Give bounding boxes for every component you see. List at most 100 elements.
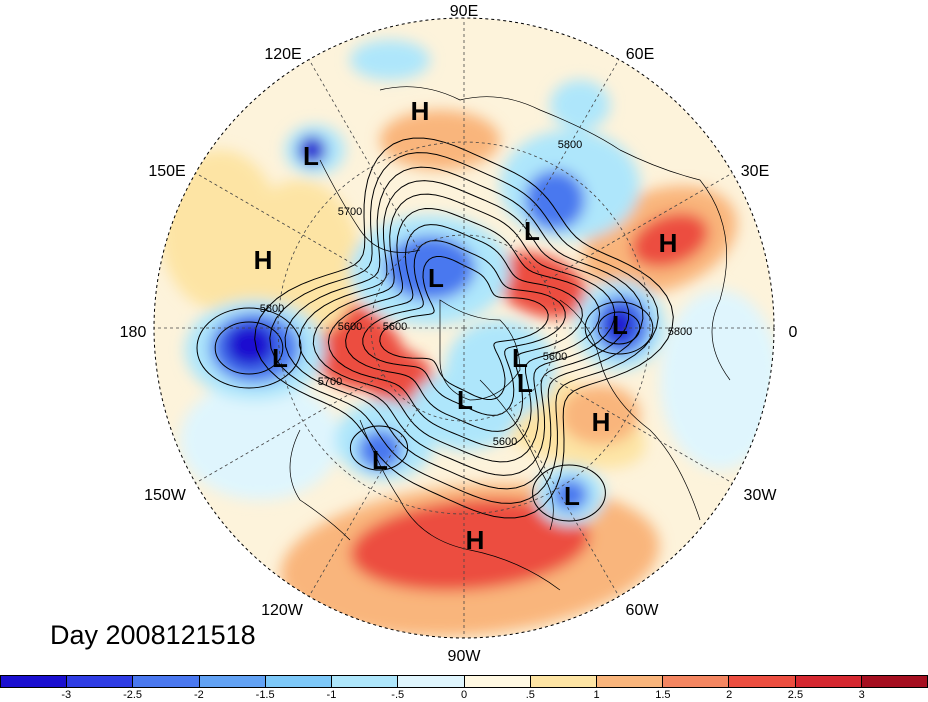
longitude-label: 90W [448,648,482,665]
anomaly-blob [552,479,588,511]
meridian-line [510,408,620,597]
longitude-label: 30E [741,163,769,180]
coastline [479,379,554,531]
meridian-line [544,374,733,484]
anomaly-blob [160,150,280,310]
contour-value-label: 5800 [260,303,284,315]
height-contour [597,311,641,345]
colorbar-tick-label: -3 [61,689,72,701]
longitude-label: 150E [148,163,185,180]
low-pressure-center: L [303,141,319,171]
anomaly-blob [380,110,500,170]
meridian-line [308,59,418,248]
anomaly-blob [660,290,774,470]
colorbar-swatch [67,676,134,687]
anomaly-blob [606,307,634,343]
height-contour [214,321,284,375]
high-pressure-center: H [659,228,678,258]
low-pressure-center: L [612,310,628,340]
high-pressure-center: H [592,407,611,437]
low-pressure-center: L [428,263,444,293]
contour-value-label: 5600 [338,321,362,333]
colorbar [0,675,928,688]
longitude-label: 60E [626,46,654,63]
colorbar-swatch [663,676,730,687]
coastline [619,149,731,381]
meridian-line [510,59,620,248]
longitude-label: 150W [144,487,187,504]
longitude-label: 120E [264,46,301,63]
contour-value-label: 5700 [338,206,362,218]
colorbar-tick-label: 1 [593,689,600,701]
anomaly-blob [525,170,585,230]
colorbar-tick-label: -2.5 [123,689,143,701]
colorbar-tick-label: 2 [726,689,733,701]
colorbar-tick-label: 0 [460,689,468,701]
low-pressure-center: L [272,343,288,373]
colorbar-swatch [861,676,928,687]
colorbar-swatch [398,676,465,687]
longitude-label: 120W [261,602,304,619]
meridian-line [195,374,384,484]
colorbar-swatch [596,676,664,687]
coastline [359,419,561,591]
colorbar-swatch [729,676,796,687]
anomaly-blob [298,136,326,164]
anomaly-blob [350,498,590,592]
height-contour [196,307,302,389]
longitude-label: 180 [120,324,147,341]
map-boundary [153,17,775,639]
longitude-label: 60W [626,602,660,619]
anomaly-blob [410,370,520,450]
colorbar-tick-label: 3 [858,689,865,701]
low-pressure-center: L [457,385,473,415]
colorbar-tick-label: -.5 [391,689,405,701]
colorbar-tick-labels: -3 -2.5 -2 -1.5 -1 -.5 0 .5 1 1.5 2 2.5 3 [0,689,928,702]
meridian-line [544,172,733,282]
low-pressure-center: L [517,368,533,398]
height-contour [532,464,606,522]
low-pressure-center: L [524,216,540,246]
colorbar-tick-label: 2.5 [787,689,804,701]
low-pressure-center: L [372,445,388,475]
colorbar-swatch [133,676,200,687]
anomaly-blob [350,40,430,80]
contour-value-label: 5800 [558,139,582,151]
anomaly-field [154,18,774,638]
anomaly-blob [358,430,402,470]
high-pressure-center: H [411,96,430,126]
meridian-line [308,408,418,597]
anomaly-blob [550,80,610,130]
longitude-label: 0 [789,324,798,341]
contour-value-label: 5600 [543,351,567,363]
colorbar-swatch [265,676,333,687]
coastline [439,299,521,401]
colorbar-tick-label: -1 [326,689,337,701]
high-pressure-center: H [254,245,273,275]
colorbar-tick-label: -2 [193,689,204,701]
colorbar-tick-label: .5 [525,689,535,701]
anomaly-blob [560,385,640,445]
coastline [289,429,351,541]
anomaly-blob [491,252,589,318]
height-contour [379,256,549,400]
colorbar-swatch [464,676,531,687]
height-contour [584,301,654,355]
map-title: Day 2008121518 [50,620,256,650]
high-pressure-center: H [466,525,485,555]
coastline [379,86,621,151]
anomaly-blob [225,323,275,367]
low-pressure-center: L [512,343,528,373]
coastline [319,159,421,253]
meridian-line [195,172,384,282]
contour-value-label: 5600 [493,436,517,448]
colorbar-swatch [530,676,597,687]
longitude-label: 90E [450,3,478,20]
contour-value-label: 5800 [668,326,692,338]
colorbar-tick-label: -1.5 [255,689,275,701]
colorbar-swatch [332,676,399,687]
contour-value-label: 5600 [383,321,407,333]
anomaly-blob [180,380,340,500]
contour-value-label: 5700 [318,376,342,388]
